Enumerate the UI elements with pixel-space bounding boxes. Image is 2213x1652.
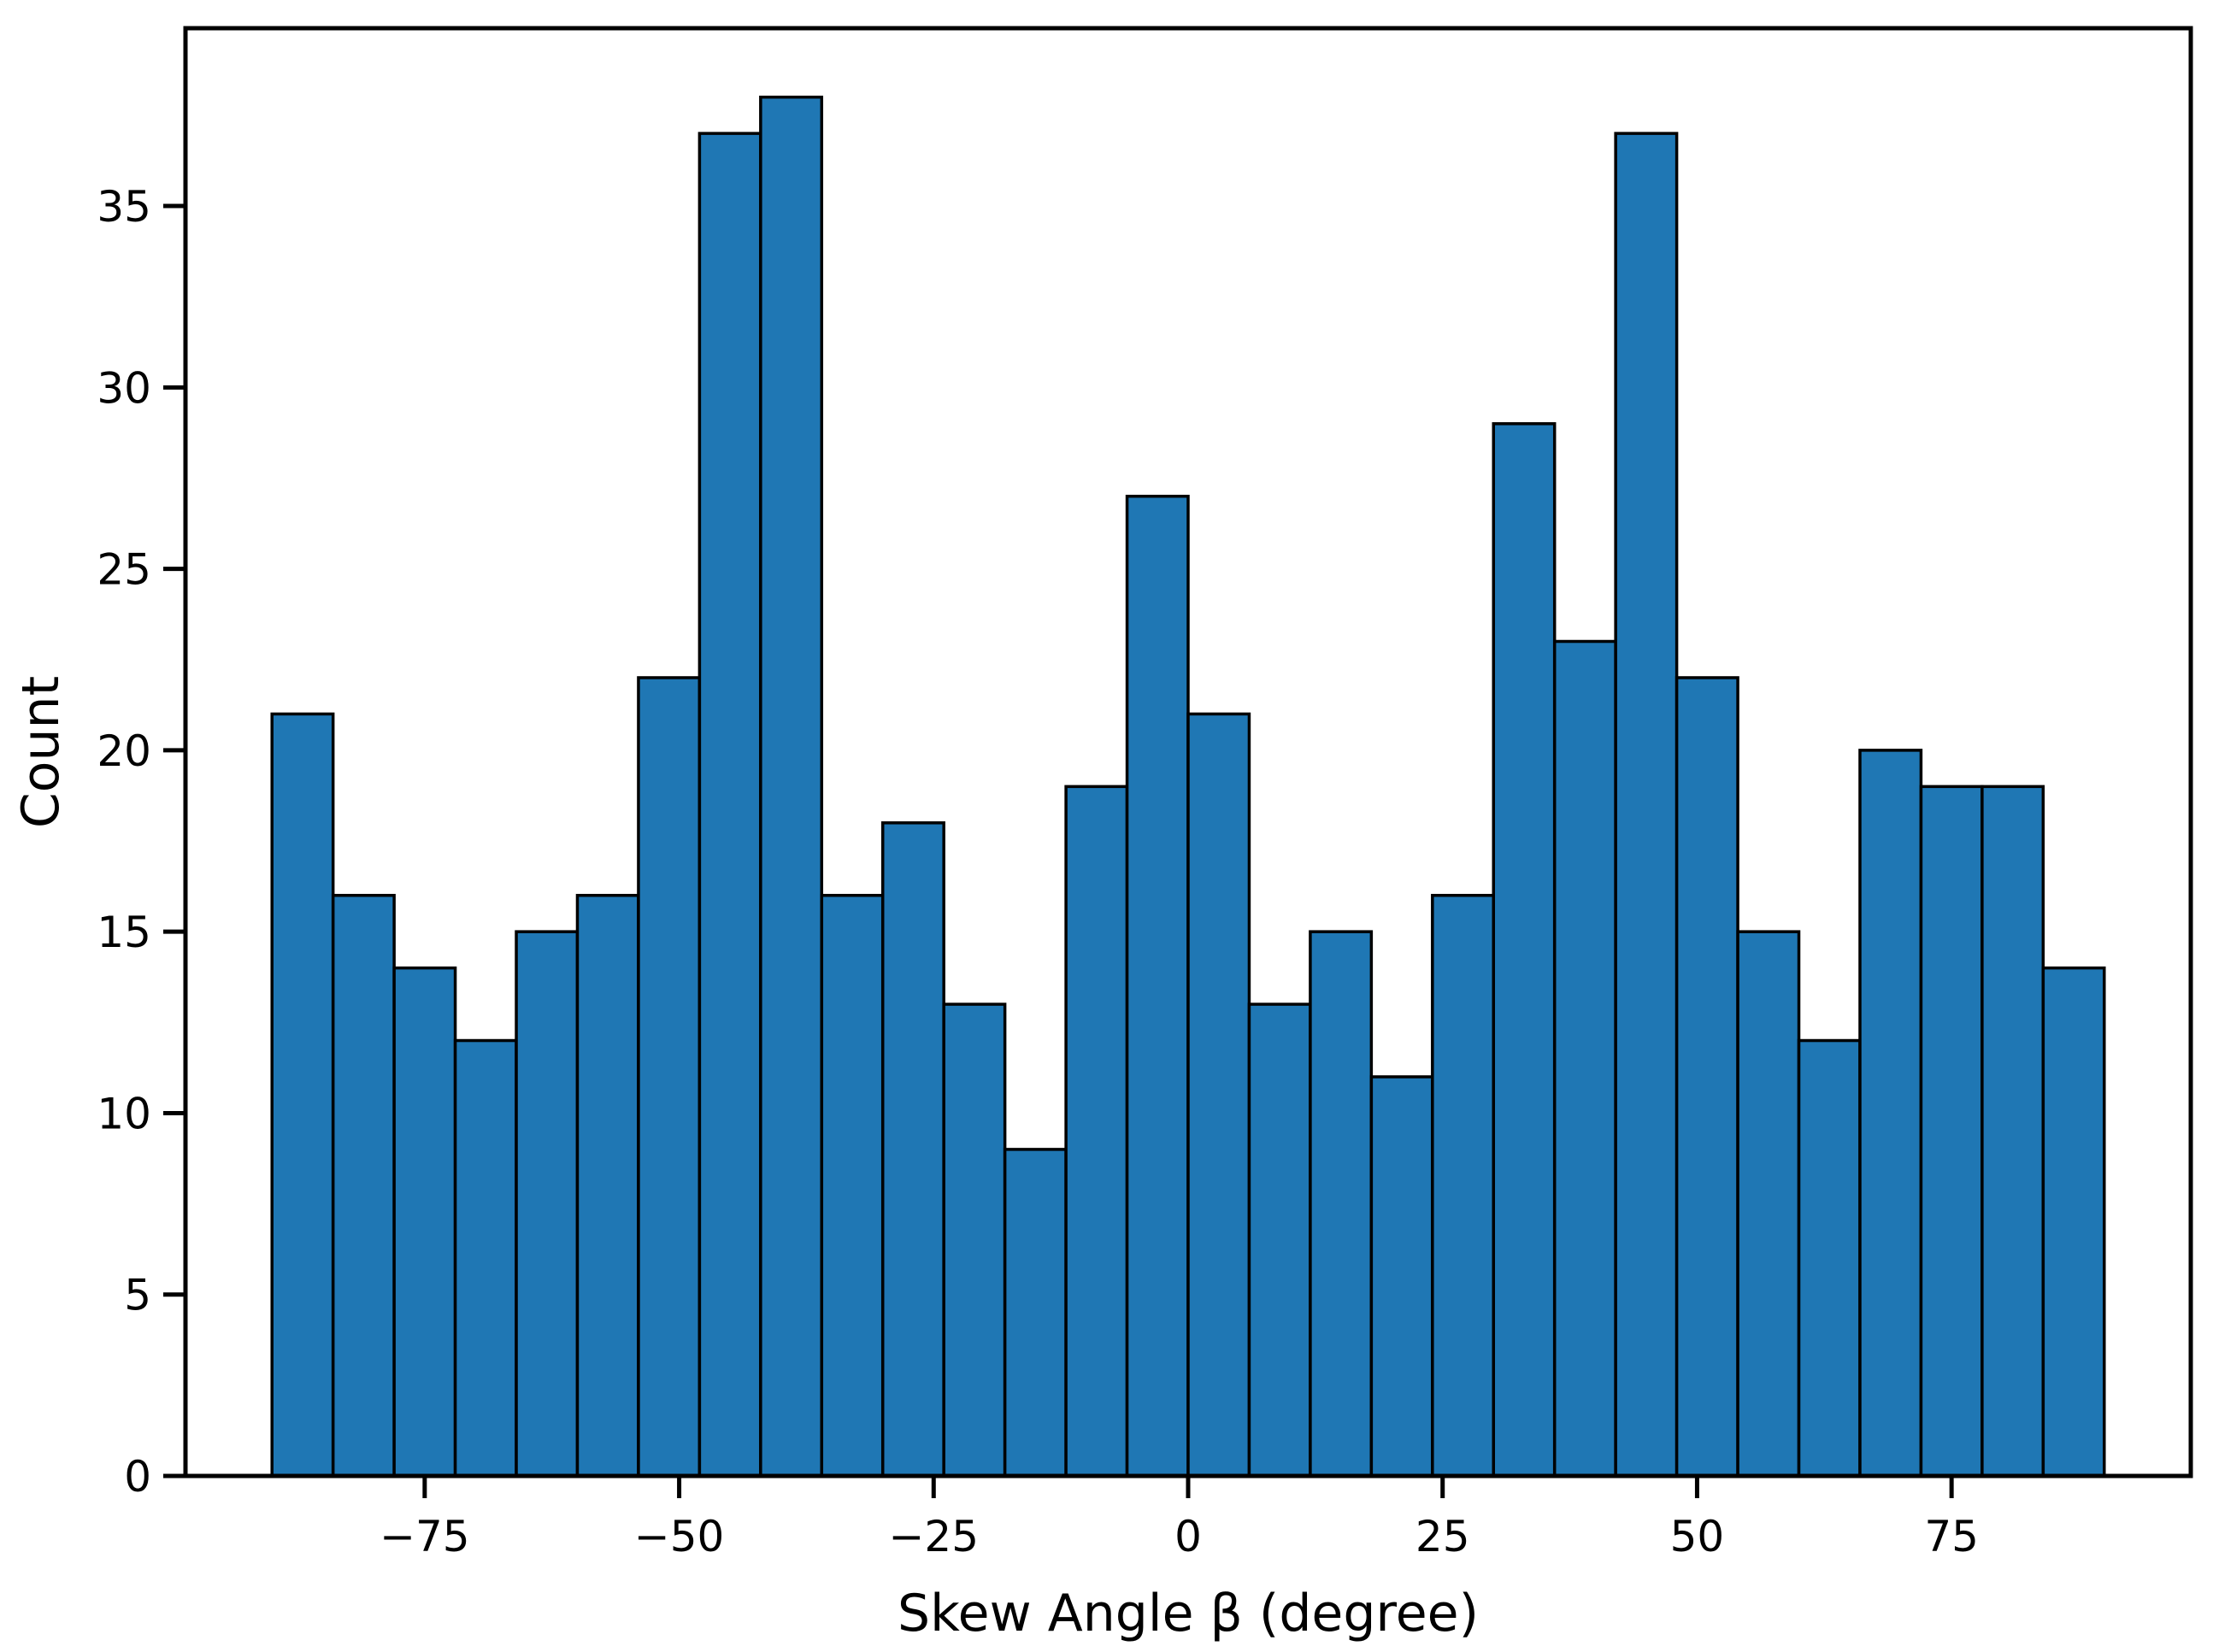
histogram-bar: [942, 1002, 1007, 1478]
histogram-bar: [880, 821, 945, 1478]
histogram-bar: [2041, 966, 2106, 1478]
histogram-bar: [1858, 749, 1923, 1478]
histogram-bar: [1552, 639, 1617, 1478]
histogram-bar: [1614, 132, 1679, 1478]
histogram-bar: [270, 712, 335, 1478]
y-tick-label: 0: [124, 1452, 151, 1502]
histogram-bar: [1003, 1148, 1068, 1478]
x-axis: −75 −50 −25 0 25 50 75: [380, 1476, 1979, 1561]
x-axis-label: Skew Angle β (degree): [898, 1584, 1479, 1643]
y-tick-label: 25: [97, 545, 151, 595]
histogram-bar: [1247, 1002, 1312, 1478]
histogram-bar: [1674, 676, 1739, 1478]
histogram-bar: [1125, 494, 1190, 1478]
histogram-bar: [331, 893, 396, 1478]
histogram-bar: [1186, 712, 1251, 1478]
x-tick-label: 75: [1924, 1512, 1979, 1561]
histogram-bar: [697, 132, 762, 1478]
bars-group: [270, 95, 2106, 1478]
histogram-bar: [1797, 1038, 1862, 1478]
histogram-bar: [1919, 785, 1984, 1478]
y-tick-label: 15: [97, 908, 151, 957]
histogram-bar: [1309, 930, 1374, 1478]
x-tick-label: −25: [889, 1512, 980, 1561]
histogram-bar: [759, 95, 824, 1478]
histogram-bar: [1431, 893, 1496, 1478]
x-tick-label: 0: [1174, 1512, 1202, 1561]
x-tick-label: −75: [380, 1512, 470, 1561]
histogram-bar: [1064, 785, 1129, 1478]
y-tick-label: 5: [124, 1271, 151, 1320]
histogram-bar: [515, 930, 580, 1478]
histogram-bar: [1369, 1075, 1434, 1478]
histogram-bar: [820, 893, 885, 1478]
y-tick-label: 20: [97, 726, 151, 776]
y-axis: 0 5 10 15 20 25 30 35: [97, 182, 185, 1502]
plot-frame: [183, 26, 2193, 1479]
x-tick-label: 50: [1670, 1512, 1725, 1561]
x-tick-label: 25: [1415, 1512, 1470, 1561]
y-tick-label: 35: [97, 182, 151, 232]
y-axis-label: Count: [11, 676, 71, 828]
y-tick-label: 30: [97, 363, 151, 413]
histogram-bar: [1981, 785, 2045, 1478]
x-tick-label: −50: [634, 1512, 725, 1561]
histogram-bar: [453, 1038, 518, 1478]
histogram-bar: [637, 676, 702, 1478]
histogram-bar: [392, 966, 457, 1478]
histogram-bar: [575, 893, 640, 1478]
histogram-bar: [1736, 930, 1801, 1478]
histogram-bar: [1492, 422, 1557, 1478]
y-tick-label: 10: [97, 1089, 151, 1138]
